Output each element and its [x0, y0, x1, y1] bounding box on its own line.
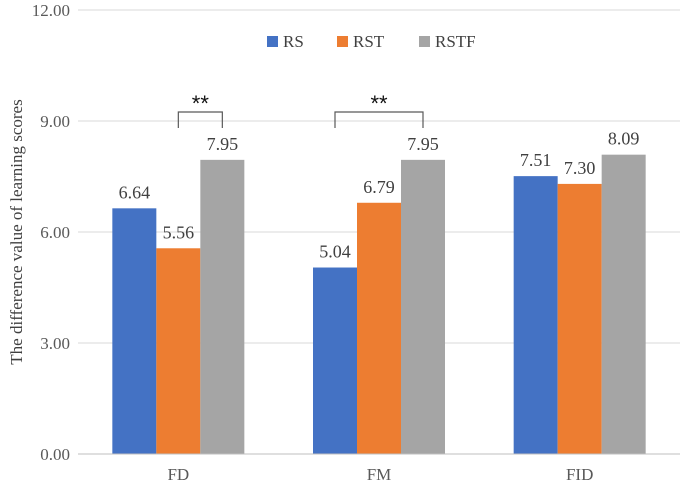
- y-tick-label: 3.00: [40, 334, 70, 353]
- axes: 0.00 3.00 6.00 9.00 12.00 FD FM FID: [32, 1, 680, 484]
- significance-marker: **: [370, 91, 388, 116]
- legend-swatch-rs: [267, 36, 278, 47]
- bar-rst-fd: [156, 248, 201, 454]
- bar-rs-fd: [112, 208, 157, 454]
- bar-rs-fm: [313, 267, 357, 454]
- bars: [112, 154, 646, 455]
- bar-rstf-fm: [401, 159, 445, 454]
- significance-annotations: ** **: [177, 91, 424, 128]
- bar-rst-fm: [357, 202, 401, 454]
- legend: RS RST RSTF: [267, 32, 476, 51]
- significance-bracket: [334, 111, 424, 128]
- bar-rs-fid: [513, 176, 558, 454]
- x-tick-label: FM: [367, 465, 392, 484]
- significance-marker: **: [192, 91, 210, 116]
- y-tick-label: 12.00: [32, 1, 70, 20]
- bar-rstf-fid: [601, 154, 646, 455]
- data-label: 6.79: [363, 177, 395, 197]
- data-labels: 6.64 5.56 7.95 5.04 6.79 7.95 7.51 7.30 8.09: [119, 129, 640, 262]
- data-label: 8.09: [608, 129, 640, 149]
- legend-label-rstf: RSTF: [435, 32, 476, 51]
- bar-rstf-fd: [200, 159, 245, 454]
- data-label: 7.95: [207, 134, 239, 154]
- bar-rst-fid: [557, 183, 602, 454]
- y-tick-label: 0.00: [40, 445, 70, 464]
- data-label: 5.04: [319, 242, 351, 262]
- data-label: 7.95: [407, 134, 439, 154]
- data-label: 7.51: [520, 150, 552, 170]
- data-label: 7.30: [564, 158, 596, 178]
- legend-label-rst: RST: [353, 32, 385, 51]
- legend-swatch-rstf: [419, 36, 430, 47]
- x-tick-label: FD: [167, 465, 189, 484]
- data-label: 6.64: [119, 182, 151, 202]
- y-tick-label: 9.00: [40, 112, 70, 131]
- legend-label-rs: RS: [283, 32, 304, 51]
- data-label: 5.56: [163, 222, 195, 242]
- y-axis-title: The difference value of learning scores: [7, 99, 26, 364]
- legend-swatch-rst: [337, 36, 348, 47]
- x-tick-label: FID: [566, 465, 593, 484]
- significance-bracket: [177, 111, 223, 128]
- y-tick-label: 6.00: [40, 223, 70, 242]
